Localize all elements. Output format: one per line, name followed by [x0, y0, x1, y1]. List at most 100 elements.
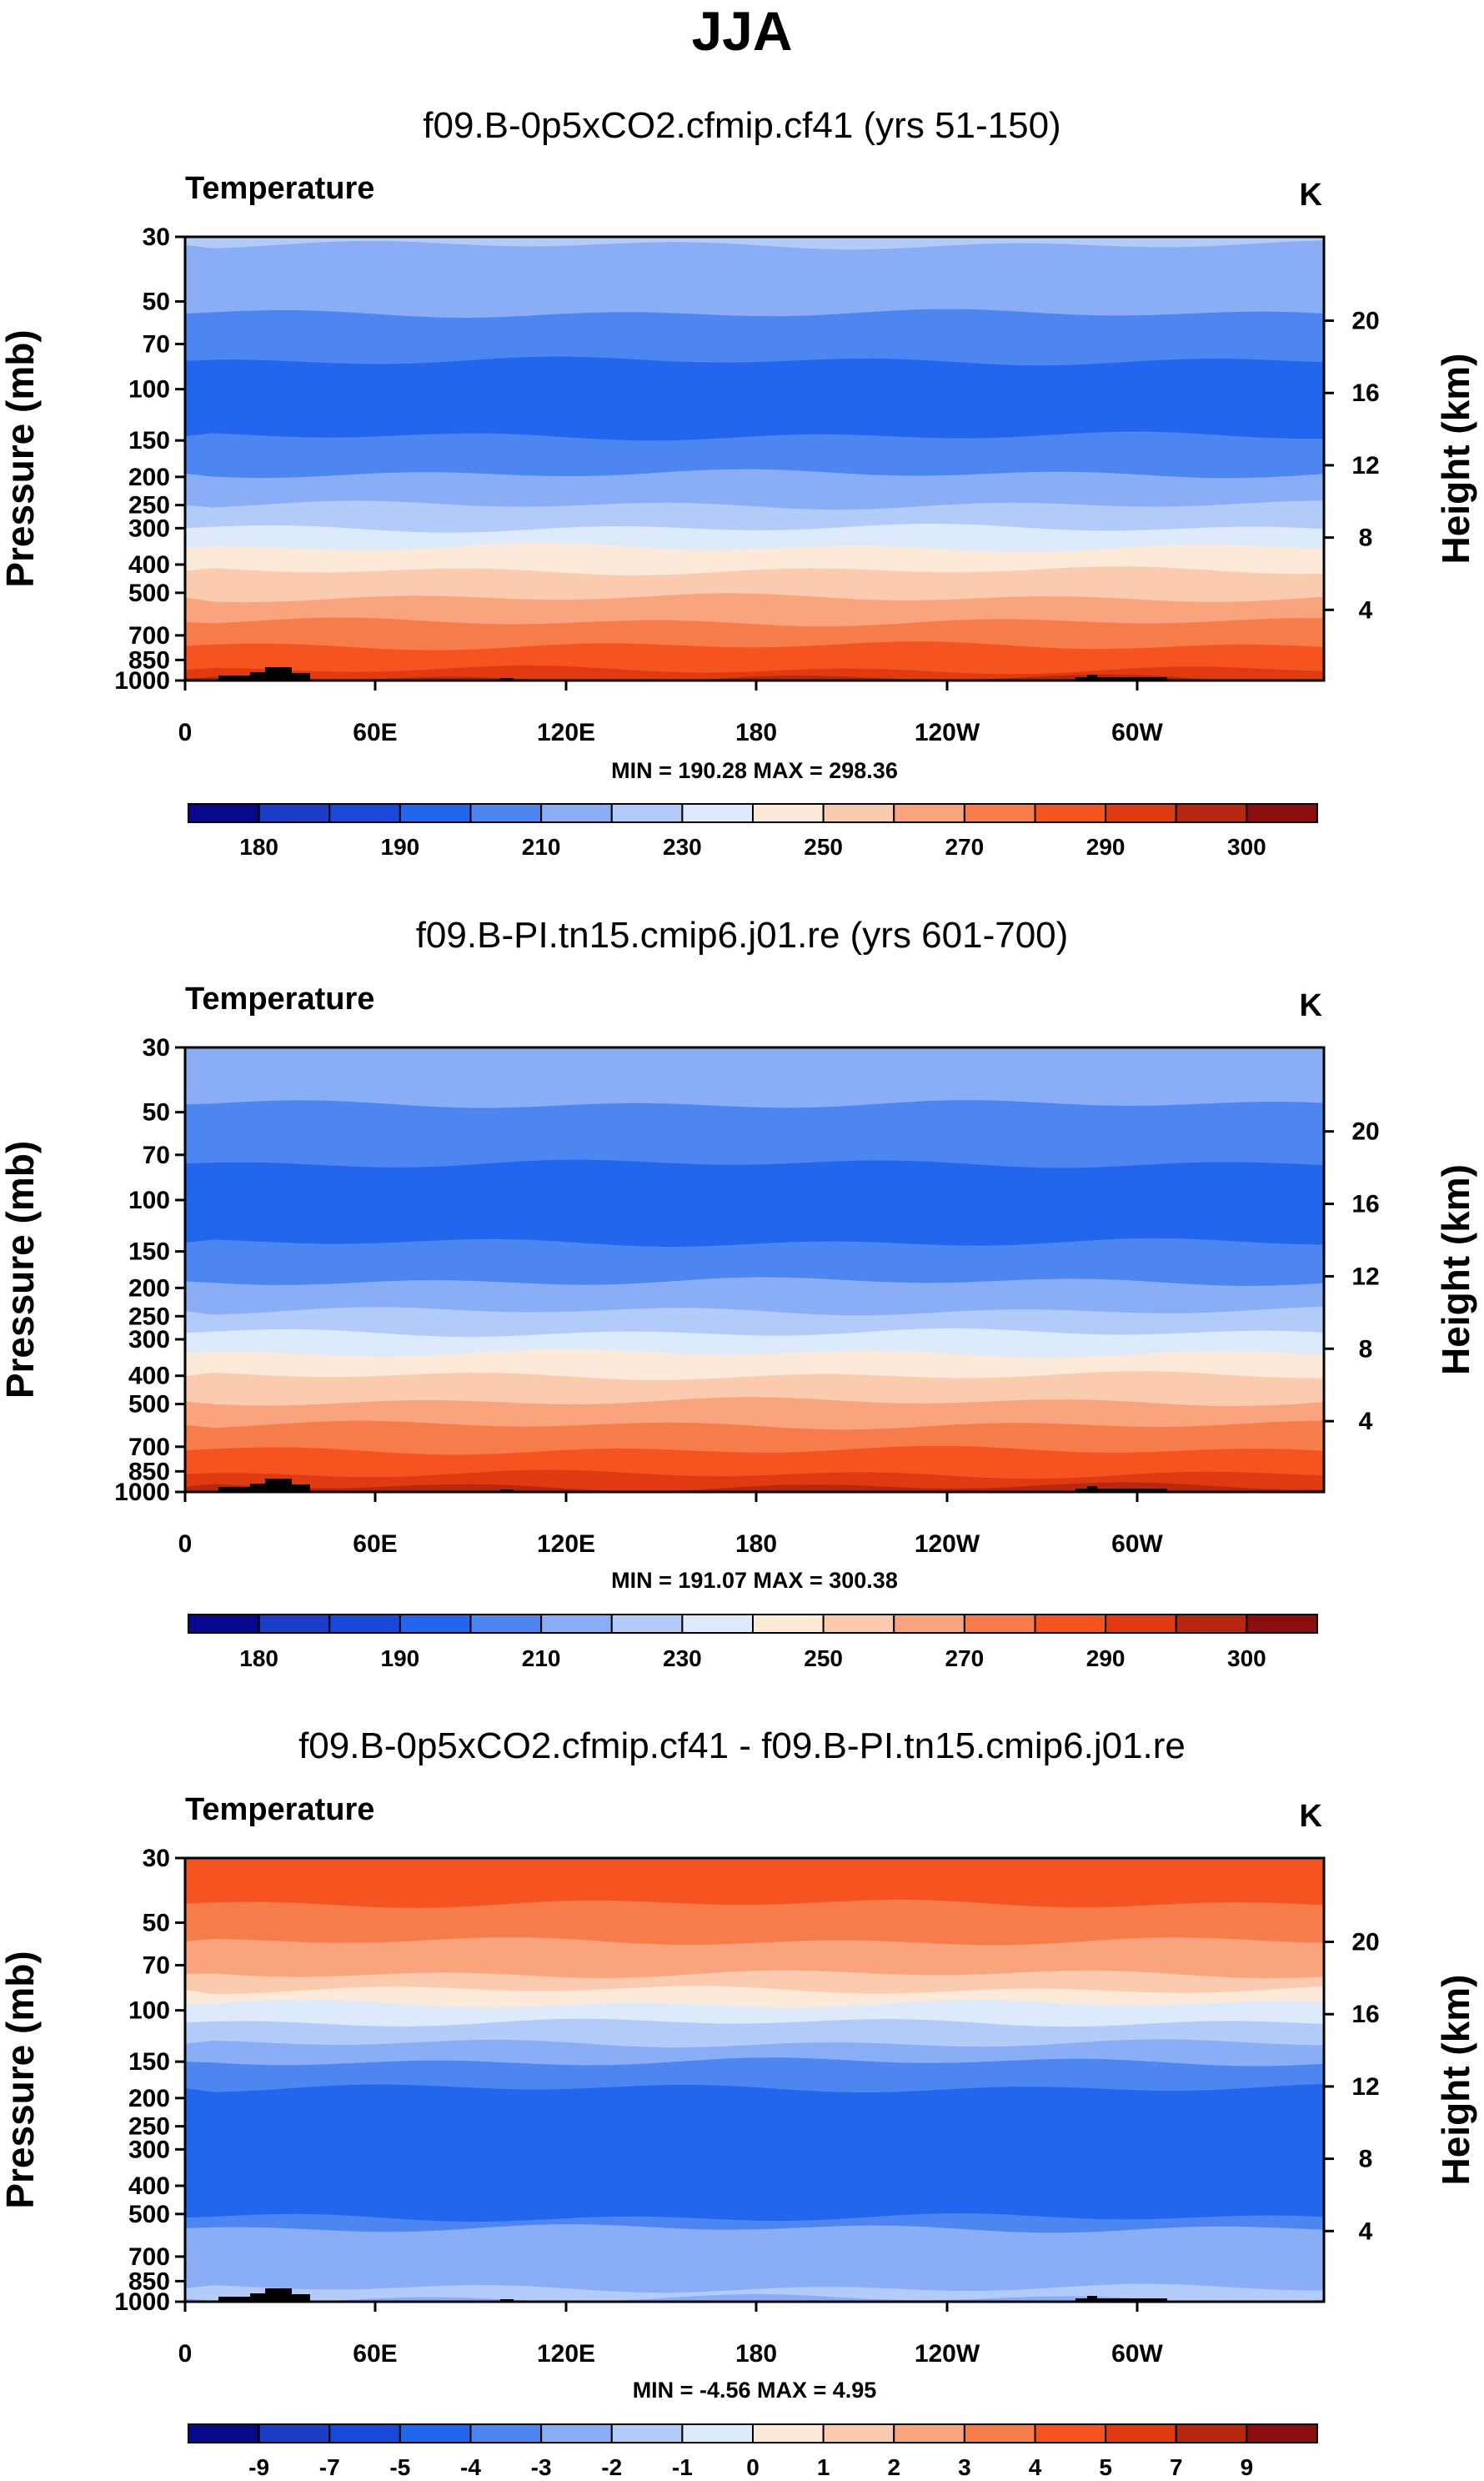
colorbar-box: [328, 803, 401, 823]
topography-andes: [1075, 2296, 1167, 2302]
plot-frame: [183, 1856, 1326, 2303]
height-axis: 20 16 12 8 4: [1324, 1929, 1380, 2245]
colorbar-label: 230: [663, 1645, 702, 1671]
longitude-tick-label: 60E: [353, 1530, 397, 1558]
pressure-tick-label: 100: [128, 1187, 170, 1214]
longitude-tick-label: 60W: [1111, 2340, 1163, 2368]
colorbar-label: 9: [1241, 2454, 1254, 2480]
height-tick-label: 12: [1351, 452, 1379, 480]
colorbar-box: [469, 2423, 543, 2443]
colorbar-box: [399, 803, 472, 823]
panel-title: f09.B-PI.tn15.cmip6.j01.re (yrs 601-700): [416, 915, 1069, 956]
pressure-tick-label: 300: [128, 1326, 170, 1354]
topography-andes: [1075, 675, 1167, 681]
colorbar-box: [963, 1614, 1036, 1634]
height-tick-label: 16: [1351, 1191, 1379, 1218]
pressure-tick-label: 150: [128, 427, 170, 455]
colorbar-box: [1175, 1614, 1248, 1634]
colorbar-label: 290: [1086, 834, 1126, 860]
contour-band: [185, 674, 1229, 681]
pressure-tick-label: 500: [128, 2201, 170, 2228]
pressure-tick-label: 30: [143, 1845, 170, 1872]
colorbar-label: 300: [1227, 1645, 1266, 1671]
colorbar-box: [610, 1614, 684, 1634]
units-label: K: [1300, 988, 1323, 1023]
colorbar-label: 7: [1170, 2454, 1183, 2480]
contour-band: [185, 2224, 1324, 2302]
colorbar-box: [893, 2423, 965, 2443]
longitude-axis: 0 60E 120E 180 120W 60W: [178, 1492, 1164, 1558]
colorbar-label: 270: [945, 834, 985, 860]
colorbar-box: [893, 803, 965, 823]
colorbar-box: [963, 2423, 1036, 2443]
pressure-axis-title: Pressure (mb): [0, 1951, 42, 2208]
colorbar-box: [1246, 2423, 1318, 2443]
colorbar-box: [752, 2423, 825, 2443]
height-axis-title: Height (km): [1434, 1975, 1477, 2186]
colorbar-box: [188, 803, 260, 823]
colorbar-box: [1034, 1614, 1107, 1634]
panel-control: f09.B-0p5xCO2.cfmip.cf41 (yrs 51-150) Tem…: [0, 105, 1477, 860]
colorbar-box: [893, 1614, 965, 1634]
pressure-tick-label: 700: [128, 2243, 170, 2271]
colorbar-label: -4: [460, 2454, 481, 2480]
pressure-tick-label: 300: [128, 2136, 170, 2163]
colorbar-box: [1246, 1614, 1318, 1634]
height-tick-label: 8: [1359, 2146, 1373, 2173]
pressure-tick-label: 500: [128, 1391, 170, 1419]
colorbar-box: [399, 2423, 472, 2443]
panel-title: f09.B-0p5xCO2.cfmip.cf41 - f09.B-PI.tn15…: [298, 1725, 1186, 1766]
longitude-tick-label: 60E: [353, 2340, 397, 2368]
colorbar-label: -9: [248, 2454, 269, 2480]
height-tick-label: 4: [1359, 1408, 1373, 1435]
height-tick-label: 4: [1359, 596, 1373, 624]
colorbar-box: [328, 1614, 401, 1634]
colorbar-label: 190: [381, 834, 420, 860]
colorbar-box: [258, 803, 331, 823]
pressure-tick-label: 400: [128, 1363, 170, 1390]
colorbar-label: 3: [958, 2454, 971, 2480]
longitude-tick-label: 120E: [537, 1530, 595, 1558]
longitude-tick-label: 120E: [537, 2340, 595, 2368]
longitude-tick-label: 0: [178, 2340, 193, 2368]
colorbar-box: [1105, 2423, 1177, 2443]
height-tick-label: 8: [1359, 1335, 1373, 1363]
topography-asia: [218, 1479, 310, 1492]
pressure-tick-label: 200: [128, 1274, 170, 1302]
colorbar: 180 190 210 230 250 270 290 300: [188, 803, 1318, 860]
variable-label: Temperature: [185, 982, 374, 1017]
contour-band: [185, 2293, 1324, 2302]
pressure-tick-label: 250: [128, 492, 170, 520]
pressure-tick-label: 100: [128, 376, 170, 404]
pressure-tick-label: 30: [143, 223, 170, 251]
pressure-axis-title: Pressure (mb): [0, 1141, 42, 1399]
colorbar-label: -7: [319, 2454, 340, 2480]
pressure-tick-label: 400: [128, 2172, 170, 2200]
longitude-tick-label: 60W: [1111, 719, 1163, 746]
pressure-tick-label: 500: [128, 580, 170, 607]
contour-fills: [185, 1858, 1324, 2302]
pressure-tick-label: 50: [143, 1910, 170, 1937]
colorbar-box: [188, 1614, 260, 1634]
colorbar-label: -5: [389, 2454, 410, 2480]
colorbar: 180 190 210 230 250 270 290 300: [188, 1614, 1318, 1671]
height-axis: 20 16 12 8 4: [1324, 1118, 1380, 1435]
colorbar-label: 210: [522, 1645, 561, 1671]
variable-label: Temperature: [185, 1792, 374, 1827]
colorbar-box: [610, 803, 684, 823]
pressure-tick-label: 850: [128, 646, 170, 674]
colorbar-box: [610, 2423, 684, 2443]
colorbar-box: [540, 2423, 613, 2443]
colorbar-label: 2: [887, 2454, 900, 2480]
longitude-tick-label: 60E: [353, 719, 397, 746]
colorbar-box: [681, 1614, 754, 1634]
pressure-tick-label: 50: [143, 1099, 170, 1127]
height-tick-label: 16: [1351, 2001, 1379, 2028]
colorbar-label: 1: [817, 2454, 830, 2480]
longitude-tick-label: 180: [735, 719, 777, 746]
colorbar-box: [822, 2423, 895, 2443]
colorbar-box: [1105, 1614, 1177, 1634]
height-axis-title: Height (km): [1434, 354, 1477, 565]
